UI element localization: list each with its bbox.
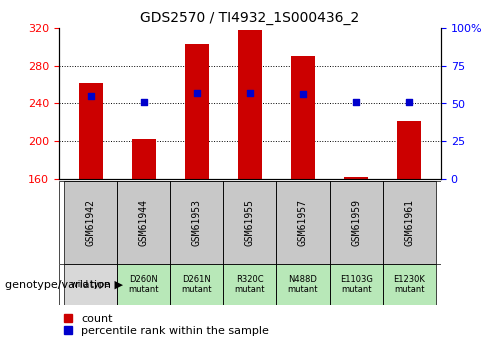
Bar	[79, 82, 102, 179]
Bar	[223, 264, 276, 305]
Text: GSM61942: GSM61942	[86, 199, 96, 246]
Bar	[383, 181, 436, 264]
Bar	[330, 264, 383, 305]
Text: E1103G
mutant: E1103G mutant	[340, 275, 372, 294]
Bar	[276, 264, 330, 305]
Point	[193, 90, 201, 96]
Bar	[238, 30, 262, 179]
Bar	[117, 181, 171, 264]
Text: GSM61955: GSM61955	[245, 199, 255, 246]
Bar	[223, 181, 276, 264]
Bar	[64, 181, 117, 264]
Point	[246, 90, 254, 96]
Text: GSM61944: GSM61944	[139, 199, 149, 246]
Bar	[185, 44, 209, 179]
Point	[405, 99, 413, 105]
Bar	[117, 264, 171, 305]
Text: GSM61961: GSM61961	[404, 199, 414, 246]
Text: N488D
mutant: N488D mutant	[288, 275, 318, 294]
Legend: count, percentile rank within the sample: count, percentile rank within the sample	[64, 314, 269, 336]
Bar	[344, 177, 368, 179]
Title: GDS2570 / TI4932_1S000436_2: GDS2570 / TI4932_1S000436_2	[140, 11, 360, 25]
Bar	[291, 56, 315, 179]
Point	[140, 99, 147, 105]
Point	[87, 93, 95, 99]
Bar	[132, 139, 156, 179]
Bar	[64, 264, 117, 305]
Bar	[171, 264, 223, 305]
Bar	[330, 181, 383, 264]
Text: D261N
mutant: D261N mutant	[182, 275, 212, 294]
Text: GSM61953: GSM61953	[192, 199, 202, 246]
Bar	[397, 120, 421, 179]
Bar	[171, 181, 223, 264]
Point	[352, 99, 360, 105]
Text: GSM61957: GSM61957	[298, 199, 308, 246]
Text: wild type: wild type	[72, 280, 110, 289]
Text: R320C
mutant: R320C mutant	[235, 275, 265, 294]
Bar	[383, 264, 436, 305]
Text: GSM61959: GSM61959	[351, 199, 361, 246]
Point	[299, 92, 307, 97]
Text: genotype/variation ▶: genotype/variation ▶	[5, 280, 123, 289]
Text: E1230K
mutant: E1230K mutant	[393, 275, 425, 294]
Text: D260N
mutant: D260N mutant	[128, 275, 159, 294]
Bar	[276, 181, 330, 264]
